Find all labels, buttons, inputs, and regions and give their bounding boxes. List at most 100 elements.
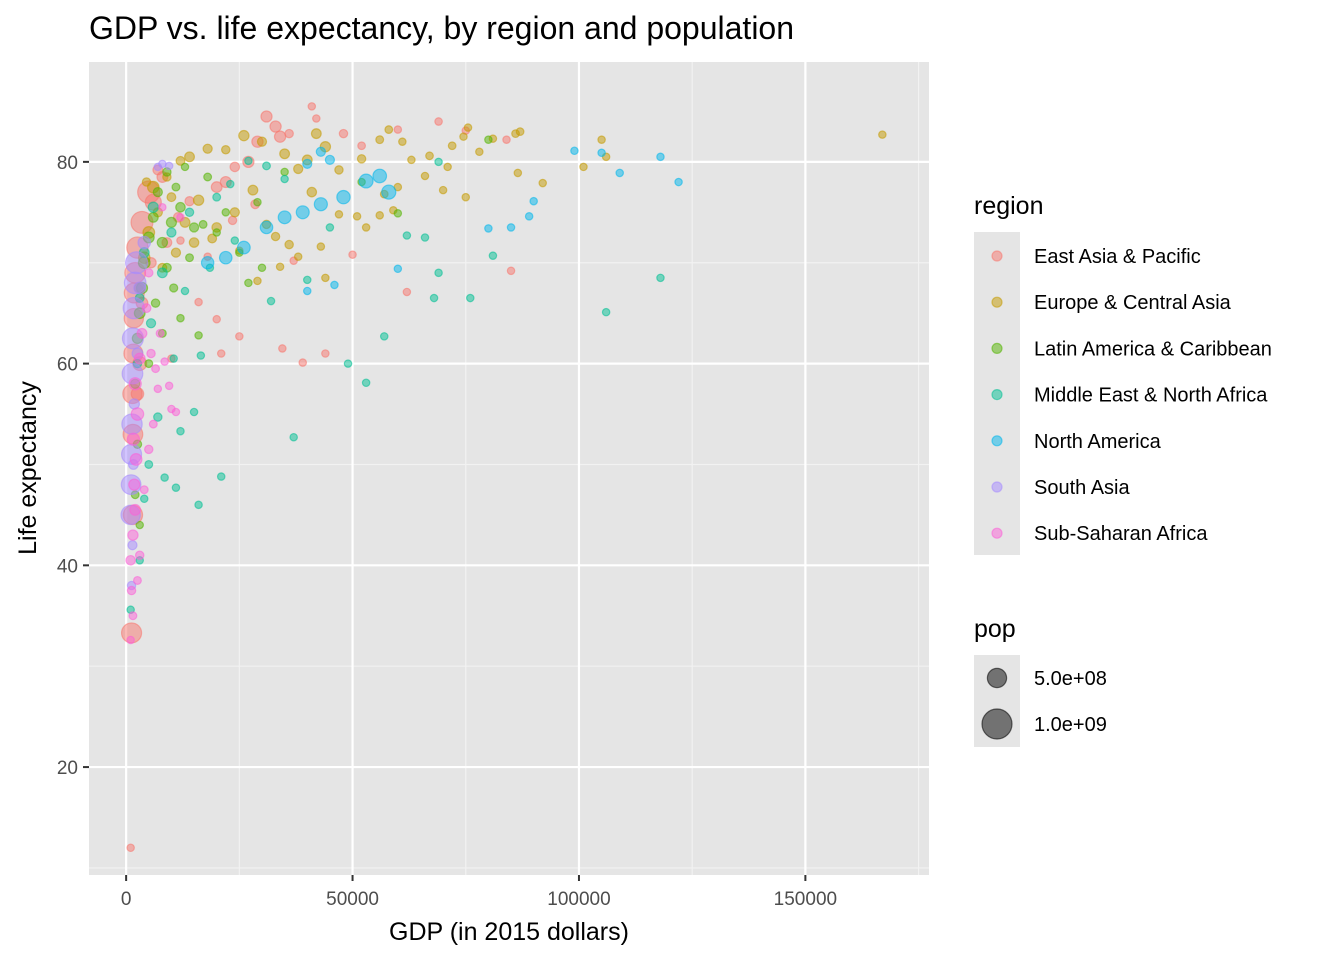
data-point <box>381 184 397 200</box>
data-point <box>615 168 624 178</box>
data-point <box>200 255 215 270</box>
data-point <box>122 296 146 320</box>
data-point <box>247 184 259 196</box>
data-point <box>352 212 362 221</box>
data-point <box>515 127 525 137</box>
legend-label: East Asia & Pacific <box>1034 246 1201 268</box>
data-point <box>358 173 374 189</box>
data-point <box>295 205 310 220</box>
data-point <box>298 358 308 367</box>
data-point <box>307 102 317 111</box>
data-point <box>137 235 152 250</box>
data-point <box>402 231 412 240</box>
data-point <box>302 158 313 169</box>
data-point <box>144 359 154 369</box>
data-point <box>262 161 271 171</box>
data-point <box>169 354 178 363</box>
data-point <box>164 381 174 391</box>
data-point <box>158 202 167 212</box>
data-point <box>144 444 154 455</box>
data-point <box>270 231 281 242</box>
data-point <box>343 359 353 368</box>
data-point <box>260 110 273 123</box>
data-point <box>306 186 318 198</box>
data-point <box>443 162 452 172</box>
data-point <box>375 135 385 145</box>
data-point <box>236 240 251 255</box>
y-tick-label: 80 <box>57 153 78 174</box>
data-point <box>393 209 403 218</box>
data-point <box>126 585 137 596</box>
data-point <box>216 349 226 358</box>
data-point <box>146 348 156 359</box>
data-point <box>165 216 178 228</box>
legend-key-color <box>991 342 1003 354</box>
data-point <box>133 352 146 365</box>
data-point <box>461 192 471 202</box>
data-point <box>129 452 143 466</box>
data-point <box>529 196 538 206</box>
data-point <box>259 220 274 235</box>
y-tick-label: 40 <box>57 556 78 577</box>
legend-label: Latin America & Caribbean <box>1034 338 1272 360</box>
data-point <box>266 296 276 306</box>
data-point <box>230 236 240 245</box>
data-point <box>393 264 403 274</box>
data-point <box>275 262 285 272</box>
data-point <box>513 168 523 178</box>
data-point <box>361 223 371 232</box>
data-point <box>192 194 205 206</box>
data-point <box>244 156 253 166</box>
data-point <box>459 132 468 141</box>
data-point <box>277 210 292 225</box>
data-point <box>166 227 177 238</box>
data-point <box>128 377 142 391</box>
legend-key-color <box>991 481 1003 493</box>
data-point <box>184 207 195 218</box>
data-point <box>135 520 144 530</box>
data-point <box>184 196 195 207</box>
data-point <box>145 318 157 329</box>
data-point <box>133 281 147 295</box>
data-point <box>124 251 149 275</box>
data-point <box>434 157 443 167</box>
data-point <box>330 280 339 290</box>
data-point <box>188 237 200 248</box>
major-gridlines <box>89 62 929 875</box>
data-point <box>169 283 179 293</box>
y-tick-label: 20 <box>57 758 78 779</box>
data-point <box>524 212 534 221</box>
data-point <box>321 349 330 358</box>
data-point <box>188 222 200 233</box>
data-point <box>160 473 169 482</box>
data-point <box>348 250 357 259</box>
x-tick-label: 50000 <box>326 889 379 910</box>
data-point <box>194 500 203 510</box>
data-point <box>269 120 282 133</box>
data-point <box>198 219 208 229</box>
data-point <box>656 273 665 283</box>
data-point <box>361 378 371 388</box>
data-point <box>132 575 142 585</box>
data-point <box>597 135 606 144</box>
data-points <box>120 102 887 853</box>
data-point <box>155 328 165 338</box>
data-point <box>156 267 168 279</box>
data-point <box>210 181 223 194</box>
data-point <box>488 251 498 260</box>
data-point <box>313 197 328 212</box>
data-point <box>212 192 222 202</box>
legend-key-color <box>991 250 1003 262</box>
data-point <box>194 331 203 340</box>
data-point <box>166 192 177 203</box>
legend-label: Sub-Saharan Africa <box>1034 523 1208 545</box>
data-point <box>289 432 298 442</box>
data-point <box>256 136 268 147</box>
data-point <box>126 843 135 853</box>
x-tick-label: 150000 <box>774 889 837 910</box>
data-point <box>334 165 344 175</box>
data-point <box>570 146 579 156</box>
data-point <box>194 297 203 307</box>
data-point <box>597 148 606 158</box>
